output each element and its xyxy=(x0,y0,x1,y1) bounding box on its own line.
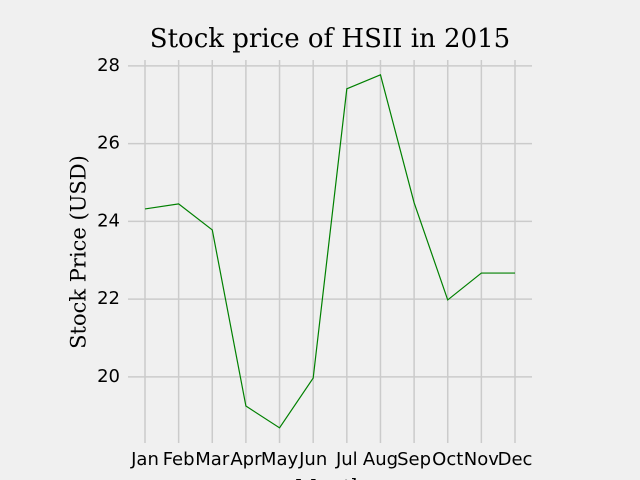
x-tick-label: Jun xyxy=(298,449,327,470)
x-tick-label: Dec xyxy=(498,449,533,470)
y-tick-label: 22 xyxy=(97,288,120,309)
x-tick-label: Aug xyxy=(363,449,398,470)
y-tick-label: 24 xyxy=(97,210,120,231)
x-tick-label: Feb xyxy=(163,449,195,470)
x-tick-label: Apr xyxy=(230,449,262,470)
x-tick-label: Jan xyxy=(130,449,159,470)
x-tick-label: Nov xyxy=(464,449,499,470)
x-tick-label: Sep xyxy=(397,449,431,470)
y-tick-label: 26 xyxy=(97,133,120,154)
y-axis-label: Stock Price (USD) xyxy=(67,155,91,349)
x-tick-label: May xyxy=(261,449,299,470)
y-tick-label: 28 xyxy=(97,55,120,76)
x-tick-label: Mar xyxy=(195,449,230,470)
x-tick-label: Oct xyxy=(432,449,463,470)
chart-title: Stock price of HSII in 2015 xyxy=(150,24,510,54)
line xyxy=(144,73,515,429)
x-axis-label: Month xyxy=(295,476,365,480)
x-tick-label: Jul xyxy=(335,449,358,470)
y-tick-label: 20 xyxy=(97,366,120,387)
